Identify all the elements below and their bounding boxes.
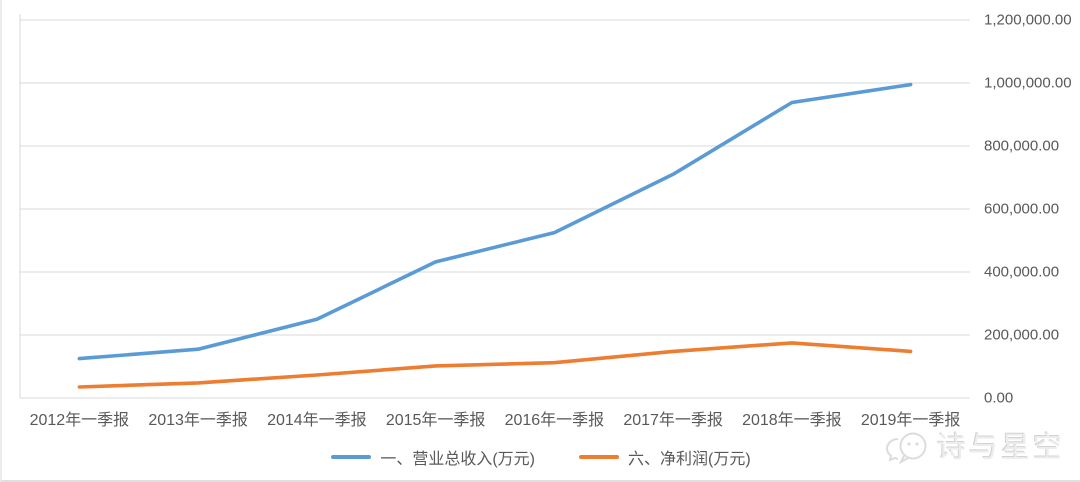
revenue-line-swatch: [331, 455, 372, 459]
profit-line-swatch: [579, 455, 619, 459]
legend-item-revenue[interactable]: 一、营业总收入(万元): [331, 445, 535, 469]
x-axis-tick-label: 2014年一季报: [267, 412, 367, 429]
y-axis-tick-label: 0.00: [984, 389, 1014, 407]
x-axis-tick-label: 2019年一季报: [860, 412, 961, 429]
x-axis-tick-label: 2012年一季报: [29, 412, 130, 429]
x-axis-tick-label: 2016年一季报: [504, 412, 605, 429]
x-axis-tick-label: 2015年一季报: [385, 412, 486, 429]
legend-label-revenue: 一、营业总收入(万元): [380, 451, 535, 468]
y-axis-tick-label: 1,200,000.00: [984, 11, 1072, 29]
y-axis-tick-label: 200,000.00: [984, 326, 1060, 344]
legend: 一、营业总收入(万元) 六、净利润(万元): [2, 445, 1080, 469]
y-axis-tick-label: 600,000.00: [984, 200, 1060, 218]
y-axis-tick-label: 1,000,000.00: [984, 74, 1072, 92]
x-axis-tick-label: 2013年一季报: [148, 412, 248, 429]
x-axis-tick-label: 2017年一季报: [623, 412, 723, 429]
chat-bubbles-icon: [886, 432, 927, 465]
y-axis-tick-label: 400,000.00: [984, 263, 1060, 281]
legend-item-profit[interactable]: 六、净利润(万元): [579, 445, 751, 469]
watermark-text: 诗与星空: [937, 432, 1066, 464]
series-line-0[interactable]: [77, 82, 913, 361]
series-line-1[interactable]: [77, 341, 913, 389]
watermark: 诗与星空: [886, 424, 1065, 466]
y-axis-tick-label: 800,000.00: [984, 137, 1060, 155]
legend-label-profit: 六、净利润(万元): [628, 451, 751, 468]
x-axis-tick-label: 2018年一季报: [742, 412, 842, 429]
